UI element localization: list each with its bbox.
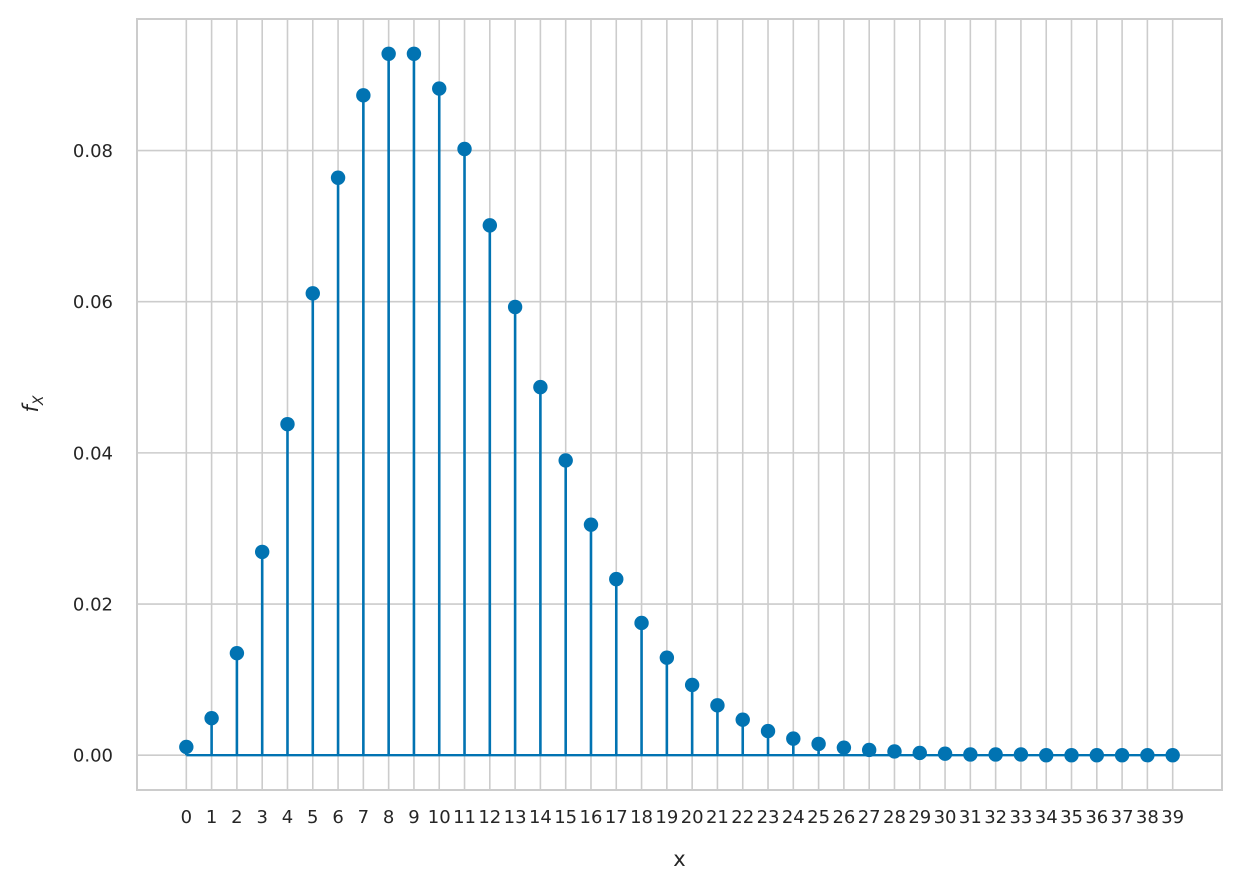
- x-tick-label: 38: [1136, 807, 1159, 828]
- x-tick-label: 24: [782, 807, 805, 828]
- stem-marker: [988, 747, 1003, 762]
- stem-marker: [1013, 747, 1029, 762]
- x-tick-label: 29: [908, 807, 931, 828]
- stem-marker: [1039, 748, 1054, 763]
- stem-marker: [583, 517, 599, 532]
- stem-marker: [432, 81, 447, 96]
- stem-marker: [659, 650, 675, 665]
- x-tick-label: 32: [984, 807, 1007, 828]
- stem-marker: [330, 170, 346, 185]
- y-tick-labels: 0.00 0.02 0.04 0.06 0.08: [73, 141, 113, 767]
- stem-marker: [836, 740, 852, 755]
- stem-marker: [229, 645, 245, 661]
- stem-marker: [684, 677, 700, 693]
- x-tick-label: 27: [858, 807, 881, 828]
- x-tick-labels: 0 1 2 3 4 5 6 7 8 9 10 11 12 13 14 15 16 17 18 19 20 21 22 23 24…: [181, 807, 1185, 828]
- y-grid-lines: [137, 149, 1222, 757]
- x-tick-label: 21: [706, 807, 729, 828]
- stem-marker: [811, 736, 826, 752]
- x-tick-label: 25: [807, 807, 830, 828]
- x-tick-label: 12: [478, 807, 501, 828]
- stem-marker: [381, 46, 396, 61]
- stem-marker: [254, 544, 270, 560]
- x-tick-label: 18: [630, 807, 653, 828]
- x-tick-label: 39: [1161, 807, 1184, 828]
- y-axis-label: fX: [19, 395, 47, 412]
- y-tick-label: 0.06: [73, 292, 113, 313]
- x-tick-label: 37: [1111, 807, 1134, 828]
- stem-marker: [1089, 748, 1105, 763]
- stem-marker: [735, 712, 750, 727]
- plot-frame: [136, 18, 1223, 791]
- y-tick-label: 0.04: [73, 443, 113, 464]
- stem-marker: [963, 747, 978, 762]
- stem-marker: [634, 615, 649, 631]
- x-tick-label: 5: [307, 807, 318, 828]
- stem-marker: [507, 299, 523, 315]
- y-axis-label-main: f: [19, 402, 43, 413]
- stem-marker: [1114, 748, 1130, 763]
- stem-marker: [457, 141, 472, 157]
- stem-series: [185, 53, 1023, 756]
- x-tick-label: 20: [681, 807, 704, 828]
- x-tick-label: 22: [731, 807, 754, 828]
- x-tick-label: 23: [757, 807, 780, 828]
- stem-marker: [1140, 748, 1155, 763]
- stem-marker: [1064, 748, 1079, 763]
- x-tick-label: 19: [655, 807, 678, 828]
- stem-marker: [533, 379, 548, 395]
- x-grid-lines: [185, 19, 1174, 790]
- x-tick-label: 7: [358, 807, 369, 828]
- stem-marker: [861, 742, 877, 758]
- stem-marker: [305, 286, 320, 301]
- stem-marker: [786, 731, 801, 746]
- x-tick-label: 36: [1085, 807, 1108, 828]
- x-tick-label: 34: [1035, 807, 1058, 828]
- x-tick-label: 15: [554, 807, 577, 828]
- x-tick-label: 28: [883, 807, 906, 828]
- x-tick-label: 14: [529, 807, 552, 828]
- x-tick-label: 9: [408, 807, 419, 828]
- x-tick-label: 4: [282, 807, 293, 828]
- x-tick-label: 3: [256, 807, 267, 828]
- stem-marker: [1165, 748, 1180, 763]
- y-tick-label: 0.00: [73, 746, 113, 767]
- x-tick-label: 13: [504, 807, 527, 828]
- x-tick-label: 35: [1060, 807, 1083, 828]
- stem-marker: [760, 723, 776, 739]
- stem-marker: [558, 453, 573, 468]
- x-tick-label: 8: [383, 807, 394, 828]
- stem-marker: [937, 746, 953, 761]
- x-tick-label: 33: [1009, 807, 1032, 828]
- stem-marker: [280, 416, 295, 432]
- stem-marker: [609, 571, 624, 587]
- x-tick-label: 0: [181, 807, 192, 828]
- x-tick-label: 17: [605, 807, 628, 828]
- stem-marker: [406, 46, 422, 61]
- stem-marker: [887, 744, 902, 759]
- x-axis-label: x: [673, 847, 685, 871]
- stem-marker: [204, 710, 219, 726]
- y-tick-label: 0.02: [73, 595, 113, 616]
- y-tick-label: 0.08: [73, 141, 113, 162]
- stem-marker: [179, 739, 194, 755]
- x-tick-label: 11: [453, 807, 476, 828]
- x-tick-label: 26: [832, 807, 855, 828]
- stem-marker: [710, 698, 725, 713]
- x-tick-label: 30: [934, 807, 957, 828]
- stem-marker: [482, 218, 498, 233]
- stem-marker: [356, 88, 371, 103]
- x-tick-label: 2: [231, 807, 242, 828]
- x-tick-label: 1: [206, 807, 217, 828]
- stem-markers: [179, 46, 1180, 763]
- stem-marker: [912, 745, 927, 761]
- x-tick-label: 6: [332, 807, 343, 828]
- x-tick-label: 31: [959, 807, 982, 828]
- y-axis-label-subscript: X: [31, 395, 47, 406]
- x-tick-label: 10: [428, 807, 451, 828]
- x-tick-label: 16: [580, 807, 603, 828]
